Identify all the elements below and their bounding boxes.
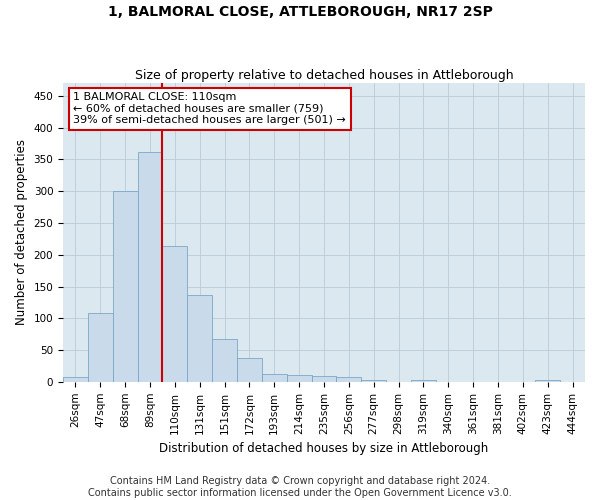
Bar — [63, 376, 88, 382]
Bar — [88, 313, 113, 382]
Bar — [187, 295, 212, 382]
Bar — [337, 378, 361, 382]
Bar — [411, 380, 436, 382]
Bar — [287, 376, 311, 382]
Bar — [311, 376, 337, 382]
Bar — [137, 152, 163, 382]
Bar — [361, 380, 386, 382]
X-axis label: Distribution of detached houses by size in Attleborough: Distribution of detached houses by size … — [160, 442, 488, 455]
Bar — [262, 374, 287, 382]
Text: 1 BALMORAL CLOSE: 110sqm
← 60% of detached houses are smaller (759)
39% of semi-: 1 BALMORAL CLOSE: 110sqm ← 60% of detach… — [73, 92, 346, 126]
Bar — [237, 358, 262, 382]
Title: Size of property relative to detached houses in Attleborough: Size of property relative to detached ho… — [135, 69, 514, 82]
Bar — [163, 246, 187, 382]
Bar — [212, 338, 237, 382]
Text: Contains HM Land Registry data © Crown copyright and database right 2024.
Contai: Contains HM Land Registry data © Crown c… — [88, 476, 512, 498]
Bar — [535, 380, 560, 382]
Y-axis label: Number of detached properties: Number of detached properties — [15, 140, 28, 326]
Text: 1, BALMORAL CLOSE, ATTLEBOROUGH, NR17 2SP: 1, BALMORAL CLOSE, ATTLEBOROUGH, NR17 2S… — [107, 5, 493, 19]
Bar — [113, 190, 137, 382]
